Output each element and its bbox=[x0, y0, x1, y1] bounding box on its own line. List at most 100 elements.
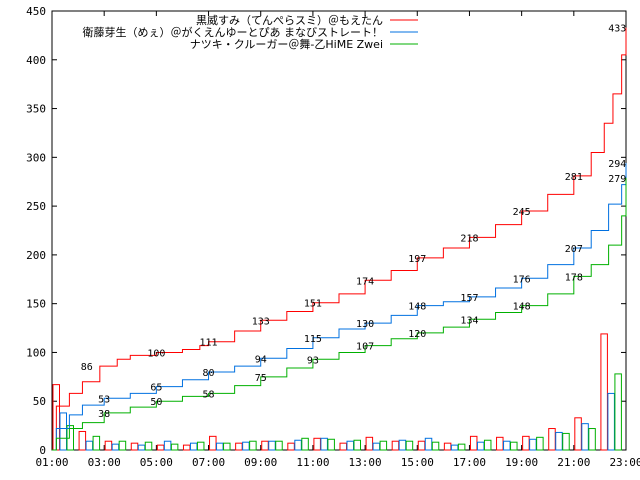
bar-red bbox=[417, 440, 426, 451]
data-label: 115 bbox=[304, 334, 322, 345]
bar-green bbox=[353, 439, 361, 451]
bar-red bbox=[496, 436, 504, 451]
bar-blue bbox=[137, 444, 146, 451]
bar-green bbox=[275, 440, 283, 451]
data-label: 80 bbox=[203, 368, 215, 379]
data-label: 281 bbox=[565, 172, 583, 183]
y-tick-label: 300 bbox=[26, 151, 46, 164]
bar-green bbox=[327, 438, 335, 451]
data-label: 65 bbox=[150, 383, 162, 394]
plot-frame bbox=[51, 10, 627, 451]
bar-blue bbox=[450, 444, 459, 451]
y-tick-label: 50 bbox=[33, 395, 46, 408]
bar-blue bbox=[242, 441, 250, 451]
data-label: 58 bbox=[203, 389, 215, 400]
data-label: 100 bbox=[147, 348, 165, 359]
x-tick-label: 19:00 bbox=[505, 456, 538, 469]
x-tick-label: 05:00 bbox=[140, 456, 173, 469]
bar-blue bbox=[372, 442, 381, 451]
bar-green bbox=[379, 440, 388, 451]
bar-green bbox=[144, 441, 153, 451]
data-label: 120 bbox=[408, 329, 426, 340]
series-line-3 bbox=[52, 177, 627, 451]
bar-green bbox=[301, 437, 309, 451]
bar-blue bbox=[503, 440, 511, 451]
legend-label: 衛藤芽生（めぇ）＠がくえんゆーとぴあ まなびストレート！ bbox=[83, 25, 384, 39]
data-label: 38 bbox=[98, 409, 110, 420]
data-label: 75 bbox=[255, 373, 267, 384]
data-label: 93 bbox=[307, 355, 319, 366]
legend-label: 黒威すみ（てんぺらスミ）＠もえたん bbox=[196, 14, 383, 27]
data-label: 53 bbox=[98, 394, 110, 405]
x-tick-label: 07:00 bbox=[192, 456, 225, 469]
bar-blue bbox=[346, 440, 354, 451]
y-tick-label: 100 bbox=[26, 346, 46, 359]
y-tick-label: 400 bbox=[26, 54, 46, 67]
bar-red bbox=[182, 444, 191, 451]
bar-red bbox=[287, 442, 295, 451]
legend-label: ナツキ・クルーガー＠舞-乙HiME Zwei bbox=[190, 38, 383, 51]
bar-green bbox=[196, 441, 205, 451]
data-label: 148 bbox=[513, 302, 531, 313]
data-label: 134 bbox=[460, 315, 478, 326]
bar-green bbox=[483, 439, 492, 451]
bar-blue bbox=[555, 431, 563, 451]
x-tick-label: 15:00 bbox=[401, 456, 434, 469]
x-tick-label: 13:00 bbox=[349, 456, 382, 469]
bar-green bbox=[249, 440, 257, 451]
bar-green bbox=[223, 442, 231, 451]
data-label: 148 bbox=[408, 302, 426, 313]
data-label: 157 bbox=[460, 293, 478, 304]
x-tick-label: 21:00 bbox=[557, 456, 590, 469]
data-label: 111 bbox=[200, 338, 218, 349]
bar-green bbox=[92, 435, 101, 451]
bar-green bbox=[431, 441, 440, 451]
bar-green bbox=[457, 443, 466, 451]
data-label: 130 bbox=[356, 319, 374, 330]
data-label: 197 bbox=[408, 254, 426, 265]
data-label: 151 bbox=[304, 299, 322, 310]
bar-blue bbox=[163, 440, 172, 451]
bar-blue bbox=[529, 438, 537, 451]
data-label: 294 bbox=[608, 159, 626, 170]
data-labels: 86 100 111 133 151 174 197 218 245 281 433 53 65 80 94… bbox=[81, 24, 627, 420]
data-label: 279 bbox=[608, 174, 626, 185]
bar-blue bbox=[581, 423, 589, 451]
data-label: 433 bbox=[608, 24, 626, 35]
x-tick-label: 01:00 bbox=[35, 456, 68, 469]
bar-red bbox=[104, 440, 113, 451]
data-label: 207 bbox=[565, 244, 583, 255]
x-tick-label: 23:00 bbox=[609, 456, 640, 469]
bar-green bbox=[405, 440, 414, 451]
bar-blue bbox=[476, 441, 485, 451]
series-line-2 bbox=[52, 163, 627, 451]
bar-blue bbox=[398, 439, 407, 451]
y-tick-label: 0 bbox=[39, 444, 46, 457]
x-tick-label: 11:00 bbox=[296, 456, 329, 469]
data-label: 174 bbox=[356, 276, 374, 287]
data-label: 133 bbox=[252, 316, 270, 327]
y-tick-label: 200 bbox=[26, 249, 46, 262]
data-label: 176 bbox=[513, 274, 531, 285]
x-tick-label: 09:00 bbox=[244, 456, 277, 469]
bar-red bbox=[78, 430, 87, 451]
series-line-1 bbox=[52, 27, 627, 451]
bar-blue bbox=[268, 440, 276, 451]
bar-green bbox=[118, 440, 127, 451]
bar-blue bbox=[294, 439, 302, 451]
y-tick-label: 350 bbox=[26, 103, 46, 116]
bar-red bbox=[574, 417, 582, 451]
y-tick-label: 450 bbox=[26, 5, 46, 18]
bar-blue bbox=[85, 440, 94, 451]
bar-red bbox=[522, 435, 530, 451]
bar-red bbox=[365, 436, 374, 451]
cumulative-lines bbox=[52, 27, 627, 451]
y-tick-label: 250 bbox=[26, 200, 46, 213]
bar-green bbox=[536, 436, 544, 451]
data-label: 245 bbox=[513, 207, 531, 218]
bar-red bbox=[548, 428, 556, 451]
bar-blue bbox=[216, 442, 224, 451]
data-label: 178 bbox=[565, 272, 583, 283]
